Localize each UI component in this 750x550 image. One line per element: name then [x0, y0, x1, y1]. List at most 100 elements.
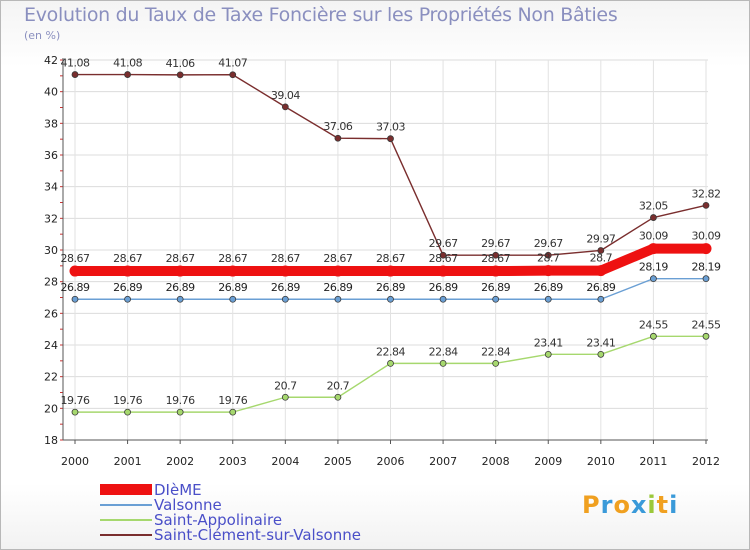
data-label: 20.7: [274, 379, 297, 392]
logo-letter: i: [669, 491, 679, 519]
y-tick-label: 32: [44, 212, 58, 225]
x-tick-label: 2005: [324, 455, 352, 468]
data-point: [227, 265, 239, 277]
data-point: [174, 265, 186, 277]
data-point: [597, 295, 605, 303]
x-tick-label: 2002: [166, 455, 194, 468]
data-label: 39.04: [271, 89, 300, 102]
data-point: [439, 359, 447, 367]
proxiti-logo: Proxiti: [582, 491, 678, 519]
data-label: 26.89: [481, 281, 510, 294]
data-point: [387, 359, 394, 367]
data-label: 19.76: [61, 394, 90, 407]
legend-swatch: [100, 534, 152, 536]
data-point: [69, 265, 81, 277]
data-point: [492, 295, 500, 303]
data-label: 28.67: [323, 252, 352, 265]
data-point: [647, 243, 659, 255]
data-point: [387, 295, 394, 303]
data-point: [281, 393, 289, 401]
data-label: 30.09: [692, 230, 721, 243]
data-point: [702, 275, 710, 283]
data-label: 28.7: [590, 252, 613, 265]
data-point: [492, 251, 500, 259]
y-tick-label: 30: [44, 244, 58, 257]
data-point: [176, 408, 184, 416]
data-label: 26.89: [534, 281, 563, 294]
x-tick-label: 2003: [219, 455, 247, 468]
y-tick-label: 24: [44, 339, 58, 352]
data-label: 28.67: [218, 252, 247, 265]
data-label: 37.06: [323, 120, 352, 133]
logo-letter: r: [600, 491, 614, 519]
data-point: [281, 295, 289, 303]
y-tick-label: 18: [44, 434, 58, 447]
legend-label: Valsonne: [154, 496, 222, 514]
data-label: 28.7: [537, 252, 560, 265]
x-tick-label: 2008: [482, 455, 510, 468]
y-tick-label: 28: [44, 276, 58, 289]
chart-subtitle: (en %): [24, 29, 61, 42]
data-point: [334, 134, 342, 142]
data-point: [71, 295, 79, 303]
data-label: 26.89: [166, 281, 195, 294]
x-tick-label: 2000: [61, 455, 89, 468]
data-point: [597, 247, 605, 254]
data-point: [124, 71, 131, 78]
logo-letter: t: [656, 491, 670, 519]
data-point: [332, 265, 344, 277]
data-point: [437, 265, 449, 277]
data-point: [544, 295, 552, 303]
data-point: [650, 332, 657, 340]
data-label: 28.19: [639, 261, 668, 274]
data-label: 26.89: [376, 281, 405, 294]
data-point: [700, 243, 712, 255]
data-label: 30.09: [639, 230, 668, 243]
data-label: 29.67: [534, 237, 563, 250]
y-tick-label: 34: [44, 181, 58, 194]
data-label: 24.55: [692, 318, 721, 331]
y-tick-label: 20: [44, 402, 58, 415]
data-label: 22.84: [376, 345, 405, 358]
legend-swatch: [100, 504, 152, 506]
data-point: [334, 393, 342, 401]
data-label: 41.08: [113, 57, 142, 70]
data-point: [279, 265, 291, 277]
data-label: 28.67: [166, 252, 195, 265]
data-label: 41.06: [166, 57, 195, 70]
data-point: [597, 350, 605, 358]
data-label: 26.89: [113, 281, 142, 294]
data-label: 32.82: [692, 187, 721, 200]
data-point: [650, 275, 657, 283]
data-label: 28.67: [481, 252, 510, 265]
data-label: 26.89: [218, 281, 247, 294]
data-label: 41.07: [218, 57, 247, 70]
data-point: [595, 265, 607, 277]
legend-swatch: [100, 519, 152, 521]
data-point: [71, 408, 79, 416]
data-label: 23.41: [534, 336, 563, 349]
data-point: [702, 332, 710, 340]
data-label: 28.67: [376, 252, 405, 265]
legend-label: Saint-Clément-sur-Valsonne: [154, 526, 361, 544]
data-label: 28.67: [271, 252, 300, 265]
data-label: 26.89: [61, 281, 90, 294]
data-label: 37.03: [376, 121, 405, 134]
data-point: [124, 408, 131, 416]
data-label: 29.67: [481, 237, 510, 250]
data-point: [490, 265, 502, 277]
data-label: 28.67: [113, 252, 142, 265]
data-point: [71, 71, 79, 78]
y-tick-label: 36: [44, 149, 58, 162]
data-point: [229, 408, 237, 416]
data-point: [281, 103, 289, 111]
data-label: 23.41: [586, 336, 615, 349]
data-label: 28.67: [61, 252, 90, 265]
x-tick-label: 2004: [271, 455, 299, 468]
data-label: 26.89: [429, 281, 458, 294]
data-label: 19.76: [218, 394, 247, 407]
legend-label: DIèME: [154, 481, 202, 499]
data-label: 20.7: [327, 379, 350, 392]
data-point: [439, 251, 447, 259]
